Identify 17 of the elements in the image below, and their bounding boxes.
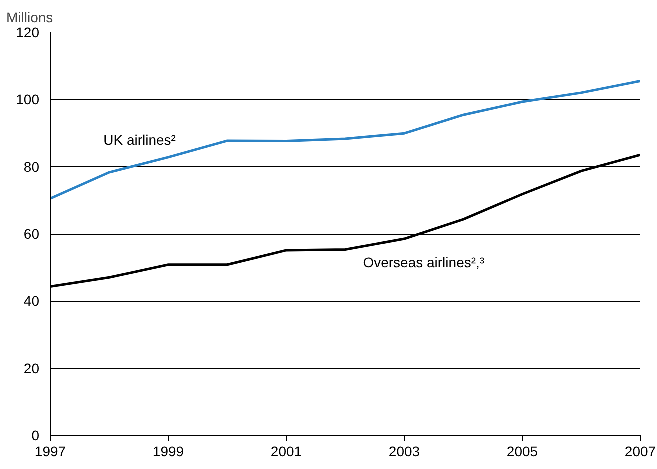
y-tick-label: 0 <box>32 428 40 444</box>
y-tick-label: 60 <box>24 226 40 242</box>
x-tick-label: 2001 <box>270 444 302 460</box>
y-axis-title: Millions <box>6 10 54 26</box>
y-tick-label: 120 <box>16 24 40 40</box>
y-tick-label: 100 <box>16 92 40 108</box>
y-tick-label: 40 <box>24 293 40 310</box>
line-series <box>50 80 640 200</box>
x-tick-label: 1999 <box>152 444 184 460</box>
x-tick-label: 1997 <box>34 444 66 460</box>
series-label: UK airlines² <box>104 132 176 148</box>
x-tick-label: 2003 <box>388 444 420 460</box>
y-tick-label: 80 <box>24 158 40 175</box>
series-label: Overseas airlines²,³ <box>363 254 485 271</box>
x-tick-label: 2007 <box>624 444 656 460</box>
y-tick-label: 20 <box>24 360 40 376</box>
x-tick-label: 2005 <box>506 444 538 460</box>
